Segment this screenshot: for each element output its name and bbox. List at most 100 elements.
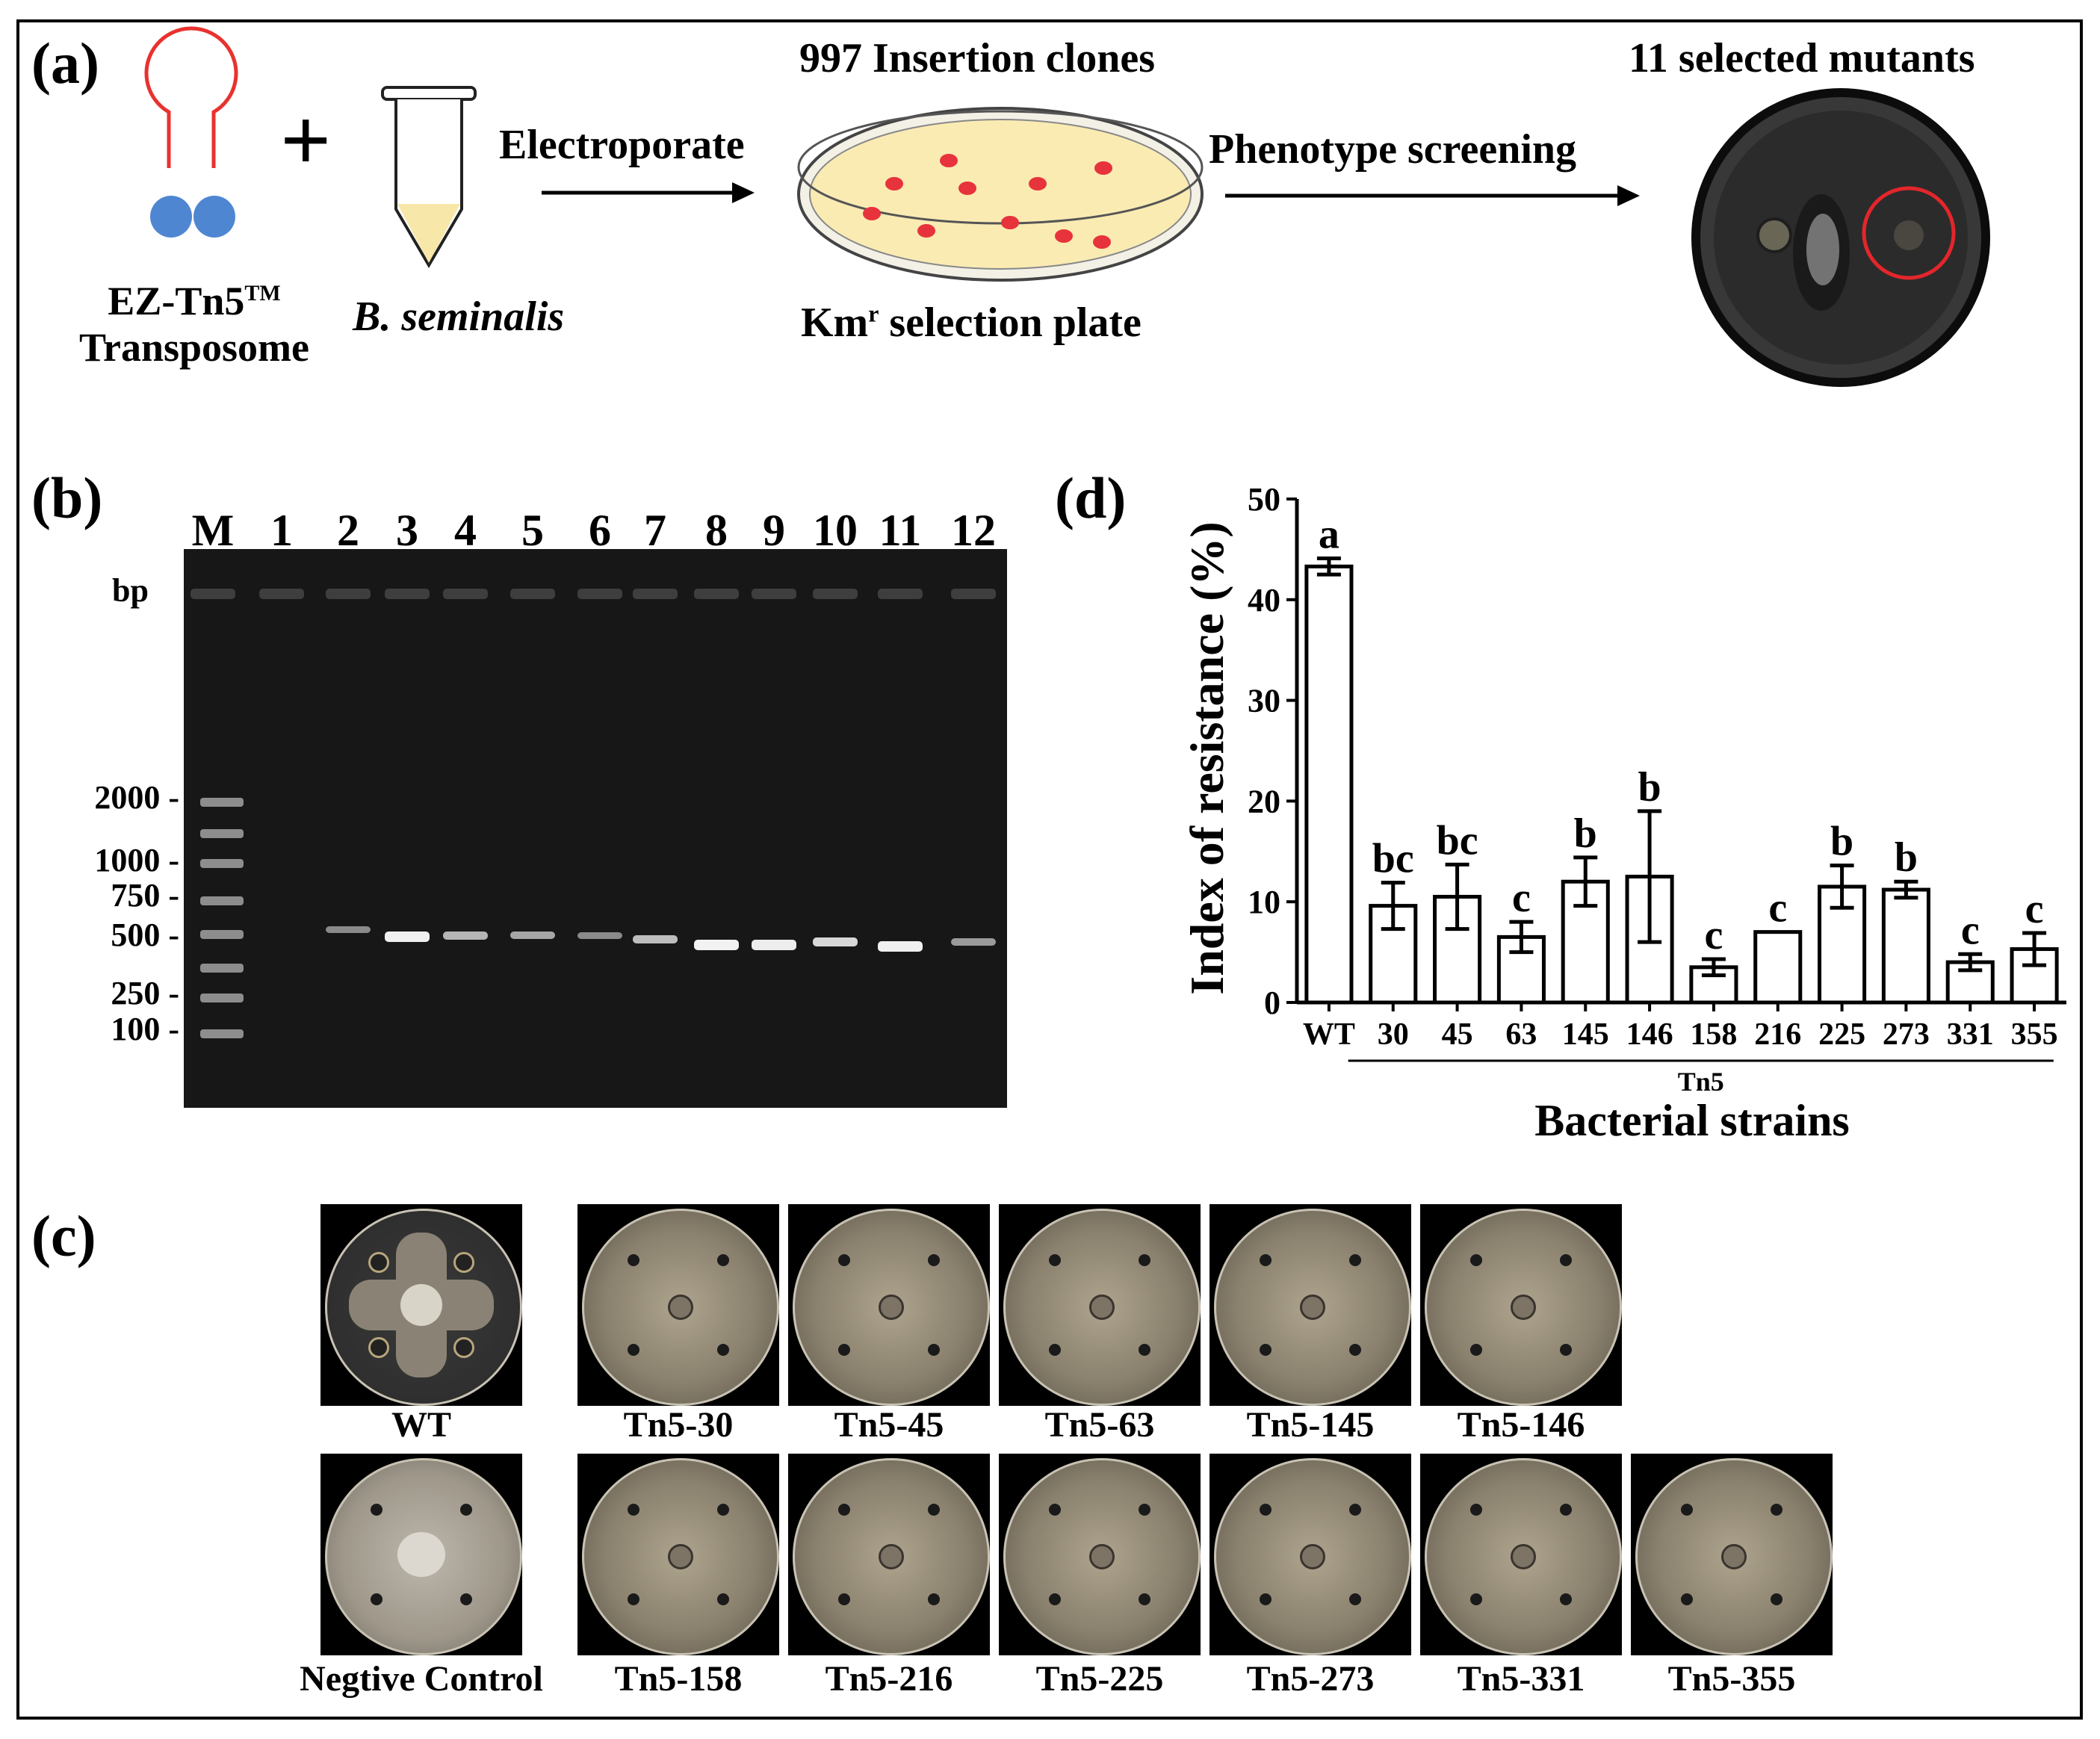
fungal-plug bbox=[879, 1544, 904, 1569]
well-hole bbox=[371, 1593, 382, 1605]
well-hole bbox=[1049, 1593, 1061, 1605]
sample-band bbox=[813, 937, 858, 946]
gel-well bbox=[878, 589, 923, 599]
dish-label: Tn5-331 bbox=[1457, 1659, 1585, 1699]
well-hole bbox=[371, 1504, 382, 1516]
dish-photo bbox=[577, 1204, 779, 1406]
dish-label: Tn5-45 bbox=[834, 1405, 944, 1445]
dish-photo bbox=[320, 1454, 522, 1655]
well-hole bbox=[717, 1593, 729, 1605]
marker-band bbox=[200, 964, 244, 973]
gel-well bbox=[510, 589, 555, 599]
arrow-electroporate bbox=[542, 182, 755, 203]
bar bbox=[1753, 930, 1803, 1005]
well-hole bbox=[838, 1254, 850, 1266]
bacterium-label: B. seminalis bbox=[353, 294, 565, 340]
well-hole bbox=[838, 1344, 850, 1356]
selection-plate-icon bbox=[797, 107, 1204, 282]
dish-label: Tn5-355 bbox=[1667, 1659, 1796, 1699]
dish-photo bbox=[788, 1204, 990, 1406]
well-hole bbox=[1470, 1593, 1482, 1605]
dish-label: Tn5-63 bbox=[1044, 1405, 1155, 1445]
well-hole bbox=[717, 1254, 729, 1266]
category-label: 331 bbox=[1947, 1017, 1994, 1052]
gel-lane-label: 4 bbox=[454, 506, 477, 555]
dish-label: Tn5-145 bbox=[1246, 1405, 1375, 1445]
dish-photo bbox=[788, 1454, 990, 1655]
well-hole bbox=[1139, 1504, 1150, 1516]
well-hole bbox=[1260, 1593, 1272, 1605]
gel-lane-label: 9 bbox=[763, 506, 785, 555]
insertion-clones-label: 997 Insertion clones bbox=[799, 35, 1155, 81]
well-hole bbox=[628, 1593, 639, 1605]
bar bbox=[1881, 887, 1930, 1005]
category-label: 273 bbox=[1883, 1017, 1930, 1052]
well-hole bbox=[1049, 1504, 1061, 1516]
well-hole bbox=[628, 1504, 639, 1516]
category-label: 225 bbox=[1818, 1017, 1865, 1052]
tube-icon bbox=[381, 86, 477, 268]
well-hole bbox=[1349, 1254, 1361, 1266]
well-hole bbox=[368, 1337, 389, 1358]
category-label: 146 bbox=[1626, 1017, 1673, 1052]
dish-label: Tn5-30 bbox=[623, 1405, 734, 1445]
sample-band bbox=[694, 940, 739, 950]
dish-label: Negtive Control bbox=[300, 1659, 543, 1699]
fungal-plug bbox=[1300, 1544, 1325, 1569]
gel-lane-label: 10 bbox=[813, 506, 858, 555]
x-axis-label: Bacterial strains bbox=[1534, 1096, 1850, 1145]
significance-letter: c bbox=[1961, 907, 1980, 953]
marker-band bbox=[200, 994, 244, 1002]
well-hole bbox=[1771, 1593, 1782, 1605]
gel-lane-label: 8 bbox=[705, 506, 728, 555]
gel-overlay bbox=[191, 589, 996, 1038]
transposome-icon bbox=[144, 26, 238, 238]
fungal-plug bbox=[1721, 1544, 1747, 1569]
well-hole bbox=[460, 1504, 472, 1516]
fungal-plug bbox=[1089, 1295, 1115, 1320]
marker-size-label: 1000 - bbox=[94, 842, 179, 878]
group-label: Tn5 bbox=[1678, 1067, 1724, 1097]
significance-letter: b bbox=[1895, 834, 1918, 881]
significance-letter: c bbox=[1512, 875, 1531, 921]
well-hole bbox=[1681, 1504, 1693, 1516]
fungal-plug bbox=[668, 1295, 693, 1320]
well-hole bbox=[928, 1504, 940, 1516]
y-tick-label: 20 bbox=[1248, 783, 1280, 819]
panel-d-label: (d) bbox=[1055, 465, 1127, 530]
dish-photo bbox=[1209, 1204, 1411, 1406]
bp-label: bp bbox=[112, 572, 149, 609]
sample-band bbox=[385, 932, 430, 942]
panel-b-label: (b) bbox=[31, 465, 103, 530]
fungal-plug bbox=[1511, 1295, 1536, 1320]
dish-photo bbox=[999, 1204, 1201, 1406]
well-hole bbox=[453, 1337, 474, 1358]
category-label: 145 bbox=[1562, 1017, 1609, 1052]
marker-size-label: 250 - bbox=[111, 975, 179, 1011]
category-label: 45 bbox=[1442, 1017, 1473, 1052]
plus-sign: + bbox=[280, 90, 332, 190]
gel-image bbox=[184, 549, 1007, 1108]
phenotype-screening-label: Phenotype screening bbox=[1209, 126, 1577, 173]
y-tick-label: 40 bbox=[1248, 582, 1280, 619]
marker-size-label: 100 - bbox=[111, 1011, 179, 1047]
well-hole bbox=[368, 1252, 389, 1273]
gel-well bbox=[326, 589, 371, 599]
sample-band bbox=[951, 938, 996, 946]
gel-well bbox=[694, 589, 739, 599]
well-hole bbox=[717, 1504, 729, 1516]
gel-well bbox=[385, 589, 430, 599]
y-tick-label: 0 bbox=[1264, 985, 1280, 1021]
well-hole bbox=[928, 1593, 940, 1605]
gel-well bbox=[577, 589, 622, 599]
well-hole bbox=[1049, 1254, 1061, 1266]
fungal-plug bbox=[1300, 1295, 1325, 1320]
well-hole bbox=[460, 1593, 472, 1605]
marker-band bbox=[200, 896, 244, 905]
y-tick-label: 50 bbox=[1248, 481, 1280, 518]
gel-lane-label: 12 bbox=[951, 506, 996, 555]
marker-band bbox=[200, 1029, 244, 1038]
dish-photo bbox=[1420, 1204, 1622, 1406]
well-hole bbox=[1349, 1344, 1361, 1356]
gel-lane-label: 2 bbox=[337, 506, 359, 555]
